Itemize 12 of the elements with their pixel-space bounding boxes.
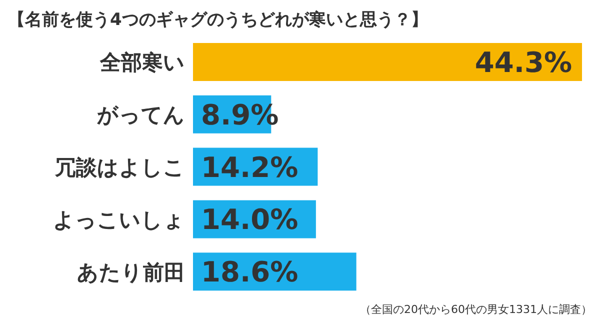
- data-label: 14.0%: [201, 203, 298, 236]
- y-tick-label: 全部寒い: [99, 50, 185, 75]
- y-tick-label: 冗談はよしこ: [54, 155, 185, 180]
- text: （全国の20代から60代の男女1331人に調査）: [360, 302, 592, 317]
- y-tick-label: あたり前田: [77, 260, 185, 284]
- y-tick-label: がってん: [96, 103, 185, 128]
- chart-title: 【名前を使う4つのギャグのうちどれが寒いと思う？】: [8, 9, 428, 31]
- data-label: 44.3%: [474, 46, 572, 79]
- bar: [193, 43, 582, 81]
- y-tick-label: よっこいしょ: [53, 208, 185, 232]
- data-label: 14.2%: [201, 150, 298, 184]
- data-label: 18.6%: [201, 256, 298, 289]
